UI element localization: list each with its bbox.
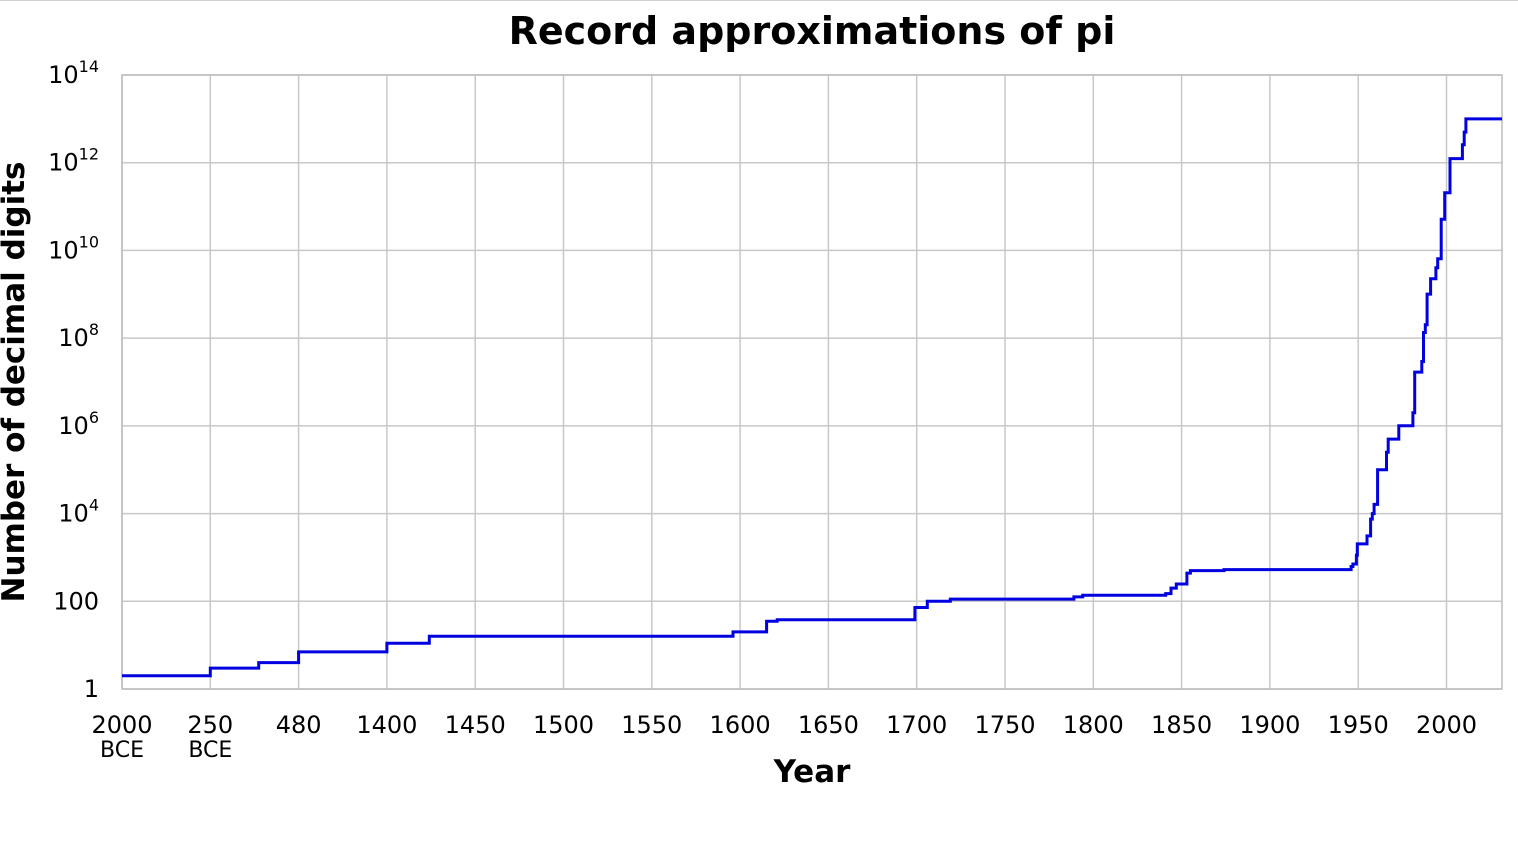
x-tick-label: 1400 <box>356 711 417 739</box>
x-tick-label: 250 <box>187 711 233 739</box>
chart-title: Record approximations of pi <box>509 9 1116 53</box>
x-tick-label: 2000 <box>1416 711 1477 739</box>
y-tick-label: 1010 <box>48 232 99 264</box>
y-axis-title: Number of decimal digits <box>0 162 32 603</box>
x-tick-label: 1550 <box>621 711 682 739</box>
y-tick-label: 100 <box>53 587 99 615</box>
x-axis-title: Year <box>773 754 852 790</box>
x-tick-label: 2000 <box>91 711 152 739</box>
y-tick-label: 108 <box>58 320 99 352</box>
y-tick-labels: 1 100 104 106 108 1010 1012 1014 <box>48 57 99 703</box>
x-tick-sublabel: BCE <box>100 738 144 763</box>
y-tick-label: 1 <box>84 675 99 703</box>
x-tick-label: 1800 <box>1063 711 1124 739</box>
x-tick-label: 1650 <box>798 711 859 739</box>
series-line-digits <box>122 117 1502 678</box>
grid <box>121 74 1502 690</box>
plot-frame <box>121 74 1503 690</box>
x-tick-label: 1750 <box>974 711 1035 739</box>
x-tick-label: 1500 <box>533 711 594 739</box>
x-tick-label: 1900 <box>1239 711 1300 739</box>
x-tick-label: 1700 <box>886 711 947 739</box>
x-tick-label: 1850 <box>1151 711 1212 739</box>
y-tick-label: 1012 <box>48 145 99 177</box>
x-tick-label: 1450 <box>445 711 506 739</box>
y-tick-label: 106 <box>58 408 99 440</box>
x-tick-label: 480 <box>276 711 322 739</box>
y-tick-label: 104 <box>58 496 99 528</box>
x-tick-label: 1950 <box>1328 711 1389 739</box>
top-border <box>0 0 1518 1</box>
x-tick-label: 1600 <box>710 711 771 739</box>
y-tick-label: 1014 <box>48 57 99 89</box>
x-tick-sublabel: BCE <box>188 738 232 763</box>
